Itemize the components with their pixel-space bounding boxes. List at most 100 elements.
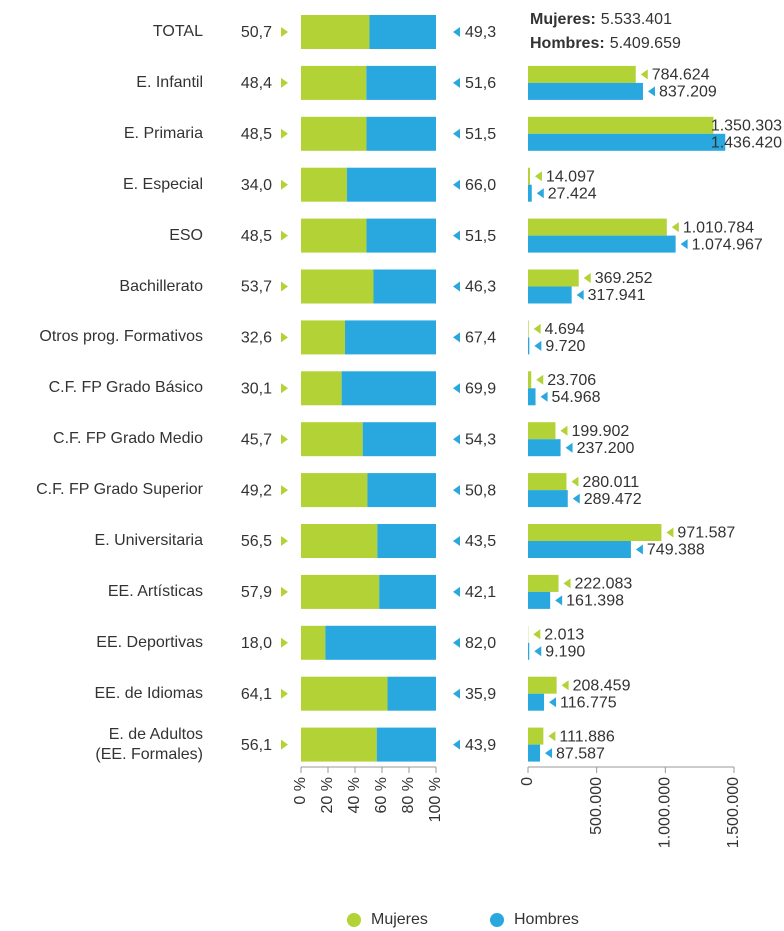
marker (534, 171, 542, 182)
marker (533, 323, 541, 334)
marker (281, 332, 288, 343)
category-label: E. de Adultos (EE. Formales) (95, 725, 203, 763)
marker (281, 637, 288, 648)
bar-segment (369, 15, 436, 49)
bar-segment (301, 269, 374, 304)
value-label: 43,5 (465, 533, 496, 550)
x-tick-label: 20 % (319, 777, 336, 813)
bar-segment (362, 422, 436, 457)
marker (565, 442, 573, 453)
legend-label: Hombres (514, 911, 579, 928)
bar-segment (376, 727, 436, 762)
value-label: 280.011 (582, 474, 639, 491)
marker (534, 340, 542, 351)
marker (699, 120, 707, 131)
value-label: 9.720 (545, 338, 585, 355)
marker (635, 544, 643, 555)
category-label: EE. Artísticas (107, 582, 203, 600)
value-label: 18,0 (241, 635, 272, 652)
value-label: 34,0 (241, 177, 272, 194)
marker (545, 748, 553, 759)
value-label: 222.083 (574, 576, 632, 593)
value-label: 49,2 (241, 482, 272, 499)
value-label: 82,0 (465, 635, 496, 652)
category-label: ESO (169, 226, 203, 244)
marker (453, 179, 460, 190)
marker (281, 586, 288, 597)
marker (281, 281, 288, 292)
bar (528, 184, 532, 202)
total-label: Mujeres: 5.533.401 (530, 11, 672, 28)
value-label: 35,9 (465, 686, 496, 703)
bar-segment (301, 676, 388, 711)
value-label: 51,6 (465, 75, 496, 92)
marker (536, 188, 544, 199)
bar (528, 693, 545, 711)
bar-segment (301, 524, 378, 558)
value-label: 54.968 (552, 389, 601, 406)
value-label: 1.350.303 (711, 118, 782, 135)
bar-segment (366, 65, 436, 100)
bar-segment (341, 371, 436, 406)
marker (281, 230, 288, 241)
value-label: 23.706 (547, 372, 596, 389)
value-label: 56,5 (241, 533, 272, 550)
value-label: 50,8 (465, 482, 496, 499)
value-label: 2.013 (544, 627, 584, 644)
x-tick-label: 500.000 (588, 777, 605, 835)
bar-segment (325, 625, 436, 660)
x-tick-label: 1.000.000 (657, 777, 674, 848)
value-label: 32,6 (241, 330, 272, 347)
x-tick-label: 0 (519, 777, 536, 786)
marker (453, 332, 460, 343)
category-label: C.F. FP Grado Superior (36, 481, 203, 499)
value-label: 51,5 (465, 126, 496, 143)
total-value: 5.409.659 (610, 35, 681, 52)
value-label: 87.587 (556, 745, 605, 762)
marker (576, 290, 584, 300)
value-label: 4.694 (545, 321, 585, 338)
value-label: 161.398 (566, 593, 624, 610)
value-label: 46,3 (465, 279, 496, 296)
value-label: 971.587 (677, 525, 735, 542)
bar-segment (301, 15, 370, 49)
category-label: EE. de Idiomas (94, 684, 204, 702)
marker (533, 629, 541, 640)
bar-segment (301, 473, 368, 508)
x-tick-label: 80 % (400, 777, 417, 813)
value-label: 208.459 (573, 677, 631, 694)
bar-segment (301, 727, 377, 762)
bar-segment (346, 167, 436, 202)
bar (528, 574, 559, 592)
value-label: 27.424 (548, 185, 597, 202)
value-label: 50,7 (241, 24, 272, 41)
value-label: 54,3 (465, 431, 496, 448)
marker (281, 179, 288, 190)
bar-segment (373, 269, 436, 304)
marker (647, 86, 655, 97)
value-label: 42,1 (465, 584, 496, 601)
category-label: EE. Deportivas (96, 633, 203, 651)
bar (528, 744, 541, 762)
value-label: 784.624 (652, 67, 710, 84)
x-tick-label: 100 % (427, 777, 444, 822)
total-name: Mujeres: (530, 11, 596, 28)
value-label: 66,0 (465, 177, 496, 194)
value-label: 30,1 (241, 381, 272, 398)
value-label: 9.190 (545, 644, 585, 661)
marker (453, 637, 460, 648)
x-tick-label: 40 % (346, 777, 363, 813)
marker (453, 128, 460, 139)
bar-segment (301, 65, 367, 100)
value-label: 49,3 (465, 24, 496, 41)
category-label: E. Primaria (123, 124, 203, 142)
x-tick-label: 60 % (373, 777, 390, 813)
value-label: 837.209 (659, 84, 717, 101)
marker (281, 383, 288, 394)
value-label: 1.436.420 (711, 135, 782, 152)
value-label: 1.074.967 (692, 236, 763, 253)
value-label: 69,9 (465, 381, 496, 398)
bar (528, 133, 726, 151)
marker (281, 688, 288, 699)
